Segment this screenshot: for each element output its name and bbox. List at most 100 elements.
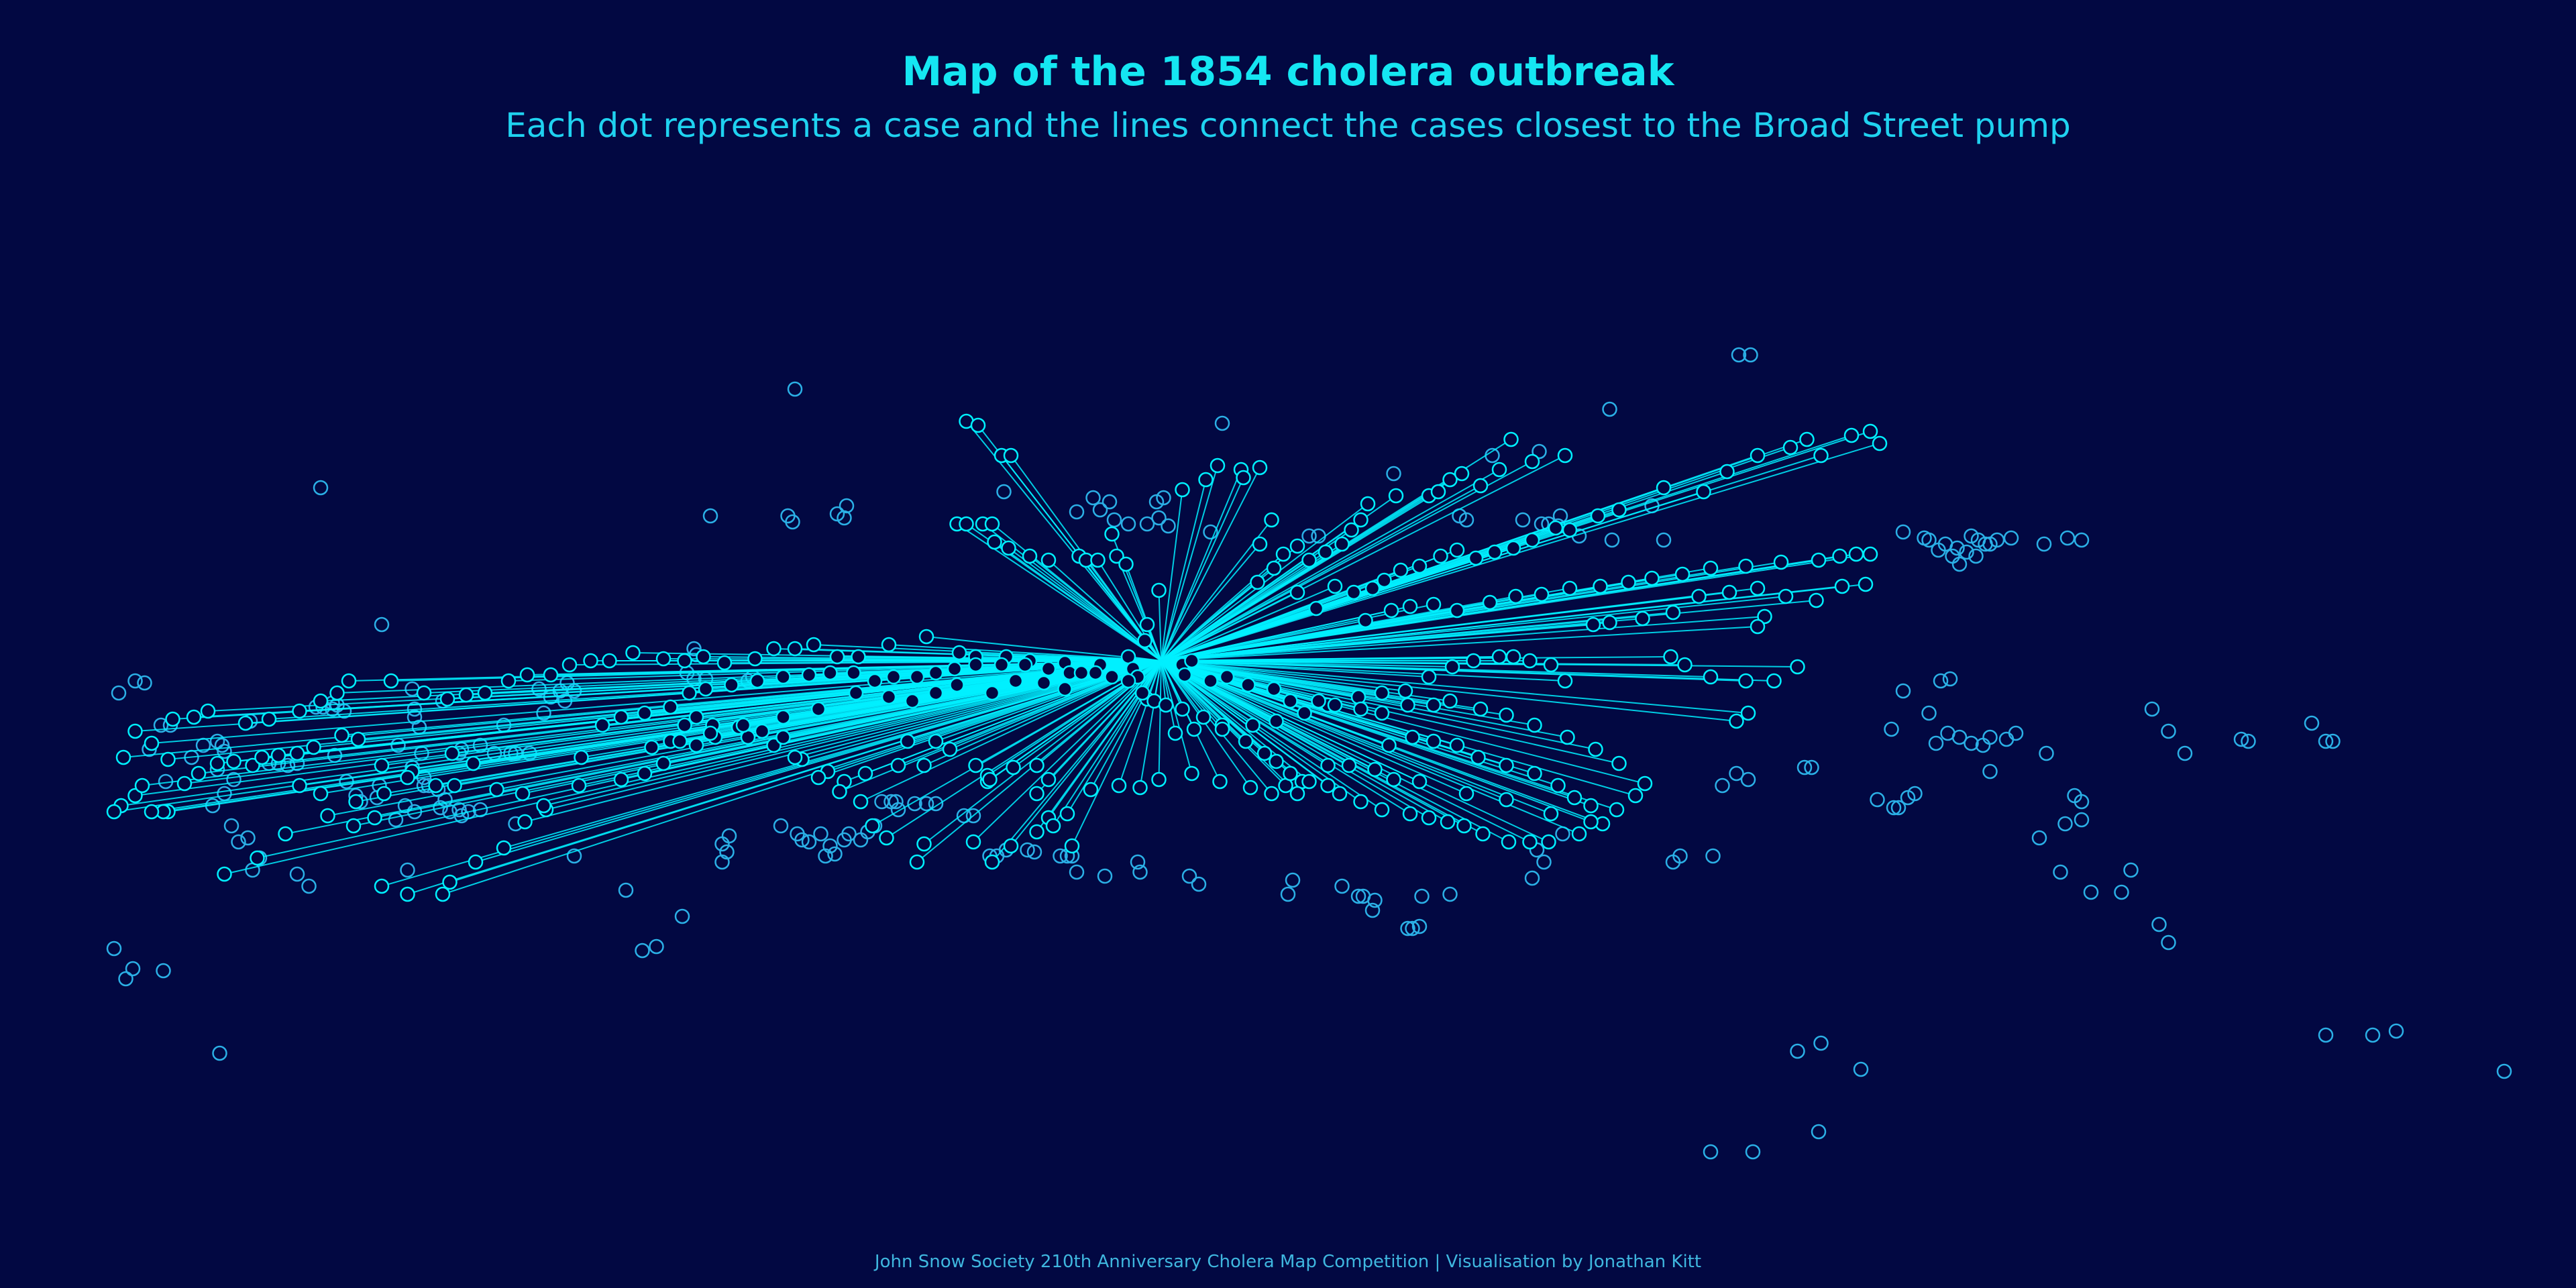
connected-case-point bbox=[1400, 697, 1415, 713]
connected-case-point bbox=[1374, 802, 1390, 818]
connected-case-point bbox=[1381, 737, 1397, 753]
connected-case-point bbox=[1029, 757, 1044, 773]
unconnected-case-point bbox=[674, 908, 690, 924]
unconnected-case-point bbox=[649, 938, 664, 955]
connected-case-point bbox=[829, 649, 845, 665]
connected-case-point bbox=[250, 850, 265, 866]
connected-case-point bbox=[1611, 755, 1627, 771]
connected-case-point bbox=[1442, 693, 1458, 709]
unconnected-case-point bbox=[2053, 864, 2068, 880]
unconnected-case-point bbox=[156, 963, 171, 979]
unconnected-case-point bbox=[2161, 723, 2176, 739]
connected-case-point bbox=[1350, 689, 1366, 705]
connected-case-point bbox=[1442, 472, 1458, 488]
connected-case-point bbox=[1151, 771, 1167, 788]
connected-case-point bbox=[613, 709, 629, 725]
connected-case-point bbox=[965, 834, 981, 850]
connected-case-point bbox=[1006, 759, 1021, 775]
unconnected-case-point bbox=[1532, 443, 1547, 460]
connected-case-point bbox=[1611, 502, 1627, 518]
connected-case-point bbox=[1269, 753, 1284, 769]
connected-case-point bbox=[1029, 824, 1044, 840]
connected-case-point bbox=[1644, 570, 1660, 586]
connected-case-point bbox=[1203, 673, 1218, 689]
connected-case-point bbox=[1719, 464, 1735, 480]
connected-case-point bbox=[1456, 818, 1472, 834]
connected-case-point bbox=[735, 717, 751, 733]
pump-connection-line bbox=[872, 660, 1162, 826]
connected-case-point bbox=[1527, 717, 1542, 733]
connected-case-point bbox=[1571, 826, 1587, 842]
connected-case-point bbox=[1301, 552, 1317, 568]
connected-case-point bbox=[1750, 447, 1766, 464]
unconnected-case-point bbox=[918, 796, 934, 812]
connected-case-point bbox=[1283, 765, 1298, 782]
connected-case-point bbox=[677, 653, 692, 669]
connected-case-point bbox=[1501, 834, 1517, 850]
pump-connection-line bbox=[1161, 660, 1566, 682]
connected-case-point bbox=[1289, 786, 1305, 802]
unconnected-case-point bbox=[2003, 530, 2019, 546]
unconnected-case-point bbox=[1921, 705, 1937, 721]
unconnected-case-point bbox=[1214, 415, 1230, 431]
connected-case-point bbox=[350, 731, 366, 747]
connected-case-point bbox=[928, 665, 944, 681]
connected-case-point bbox=[345, 818, 362, 834]
connected-case-point bbox=[1040, 661, 1057, 677]
unconnected-case-point bbox=[2123, 862, 2139, 878]
pump-connection-line bbox=[1161, 660, 1530, 843]
pump-connection-line bbox=[818, 660, 1162, 778]
connected-case-point bbox=[1811, 552, 1827, 568]
connected-case-point bbox=[1472, 478, 1489, 494]
connected-case-point bbox=[447, 777, 462, 794]
connected-case-point bbox=[1590, 508, 1606, 524]
pump-connection-line bbox=[1161, 469, 1500, 661]
connected-case-point bbox=[1289, 538, 1305, 554]
connected-case-point bbox=[1508, 588, 1523, 604]
unconnected-case-point bbox=[773, 818, 789, 834]
connected-case-point bbox=[1543, 657, 1559, 673]
unconnected-case-point bbox=[1959, 544, 1974, 560]
pump-connection-line bbox=[381, 660, 1162, 887]
connected-case-point bbox=[428, 777, 443, 794]
unconnected-case-point bbox=[280, 757, 296, 773]
connected-case-point bbox=[571, 777, 587, 794]
connected-case-point bbox=[1862, 423, 1878, 439]
connected-case-point bbox=[1198, 472, 1214, 488]
pump-connection-line bbox=[1161, 660, 1176, 734]
unconnected-case-point bbox=[1940, 725, 1955, 741]
connected-case-point bbox=[292, 777, 307, 794]
connected-case-point bbox=[916, 757, 932, 773]
unconnected-case-point bbox=[1367, 892, 1383, 908]
unconnected-case-point bbox=[2031, 830, 2047, 846]
connected-case-point bbox=[1358, 612, 1373, 629]
connected-case-point bbox=[1341, 757, 1357, 773]
unconnected-case-point bbox=[1672, 848, 1688, 864]
connected-case-point bbox=[1266, 681, 1282, 697]
connected-case-point bbox=[644, 739, 659, 755]
connected-case-point bbox=[519, 667, 535, 683]
connected-case-point bbox=[1383, 602, 1399, 619]
unconnected-case-point bbox=[787, 381, 803, 397]
connected-case-point bbox=[1522, 653, 1538, 669]
unconnected-case-point bbox=[2074, 794, 2090, 810]
connected-case-point bbox=[1677, 657, 1693, 673]
connected-case-point bbox=[1426, 733, 1442, 749]
unconnected-case-point bbox=[1085, 490, 1101, 506]
pump-connection-line bbox=[923, 660, 1162, 845]
connected-case-point bbox=[832, 784, 847, 800]
connected-case-point bbox=[1475, 826, 1491, 842]
connected-case-point bbox=[1214, 721, 1230, 737]
unconnected-case-point bbox=[2008, 725, 2024, 741]
connected-case-point bbox=[1433, 548, 1448, 564]
unconnected-case-point bbox=[1982, 763, 1998, 780]
connected-case-point bbox=[226, 753, 241, 769]
connected-case-point bbox=[237, 715, 254, 731]
connected-case-point bbox=[1327, 578, 1343, 594]
unconnected-case-point bbox=[1790, 1043, 1805, 1059]
connected-case-point bbox=[1411, 558, 1428, 574]
connected-case-point bbox=[1405, 729, 1420, 745]
pump-connection-line bbox=[1161, 660, 1549, 843]
connected-case-point bbox=[904, 693, 920, 709]
